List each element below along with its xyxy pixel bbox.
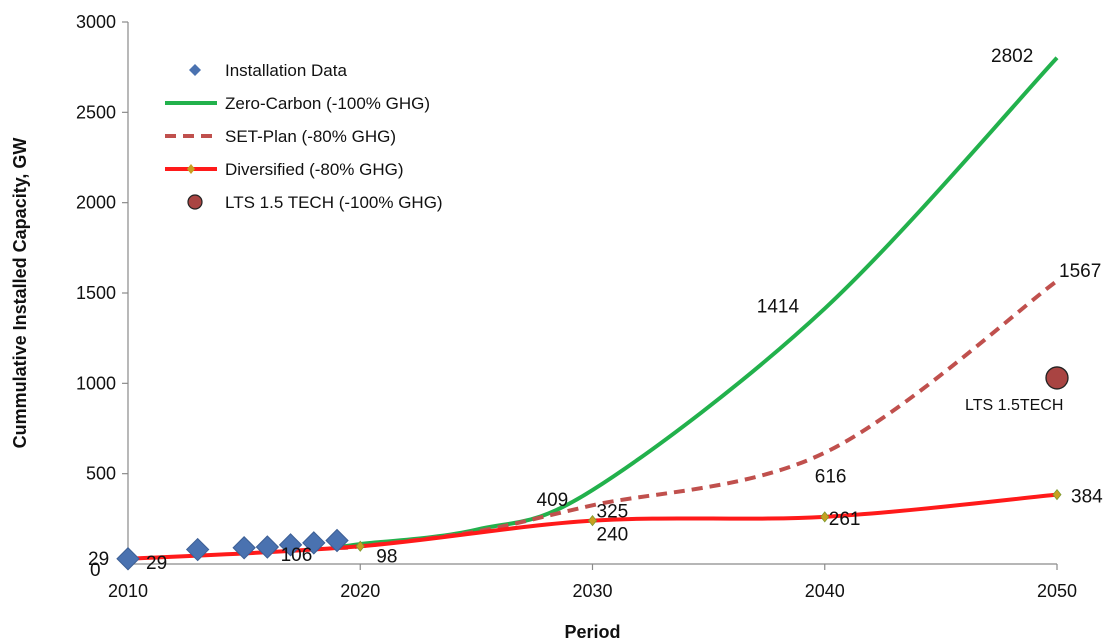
data-label: 106 xyxy=(281,545,313,566)
x-tick-label: 2050 xyxy=(1037,581,1077,601)
legend-label: Installation Data xyxy=(225,61,347,80)
data-label: 240 xyxy=(597,525,629,546)
data-label: 1414 xyxy=(757,297,800,318)
legend-item: Installation Data xyxy=(189,61,347,80)
data-label: 325 xyxy=(597,501,629,522)
legend-item: LTS 1.5 TECH (-100% GHG) xyxy=(187,193,443,212)
data-label: 29 xyxy=(146,553,167,574)
series-lts-point xyxy=(1045,366,1069,390)
legend-label: Zero-Carbon (-100% GHG) xyxy=(225,94,430,113)
y-tick-label: 1000 xyxy=(76,373,116,393)
series-diversified-80-ghg-point xyxy=(820,511,830,523)
legend-item: Zero-Carbon (-100% GHG) xyxy=(165,94,430,113)
series-installation-data-point xyxy=(255,535,280,559)
legend-diamond-icon xyxy=(189,64,201,76)
y-axis-title: Cummulative Installed Capacity, GW xyxy=(10,138,30,449)
data-label: 261 xyxy=(829,509,861,530)
x-tick-label: 2010 xyxy=(108,581,148,601)
series-diversified-80-ghg-point xyxy=(355,540,365,552)
y-tick-label: 500 xyxy=(86,464,116,484)
data-label: 2802 xyxy=(991,46,1033,67)
data-label: 29 xyxy=(88,549,109,570)
series-installation-data-point xyxy=(116,547,140,571)
data-label: 384 xyxy=(1071,487,1103,508)
series-diversified-80-ghg-point xyxy=(587,514,598,527)
legend-item: Diversified (-80% GHG) xyxy=(165,160,404,179)
series-zero-carbon-100-ghg-line xyxy=(336,56,1059,550)
x-tick-label: 2040 xyxy=(805,581,845,601)
series-layer xyxy=(116,56,1069,571)
data-label: 98 xyxy=(376,546,397,567)
data-label: 0 xyxy=(90,560,101,581)
x-tick-label: 2030 xyxy=(572,581,612,601)
series-installation-data-point xyxy=(278,533,303,557)
x-axis-title: Period xyxy=(564,622,620,642)
data-label: 1567 xyxy=(1059,261,1101,282)
legend-marker-icon xyxy=(187,164,195,174)
legend-item: SET-Plan (-80% GHG) xyxy=(165,127,396,146)
y-tick-label: 1500 xyxy=(76,283,116,303)
x-tick-label: 2020 xyxy=(340,581,380,601)
series-set-plan-80-ghg-line xyxy=(336,279,1059,550)
legend-label: LTS 1.5 TECH (-100% GHG) xyxy=(225,193,443,212)
data-label: 409 xyxy=(537,490,569,511)
y-tick-label: 2000 xyxy=(76,193,116,213)
data-label: 616 xyxy=(815,467,847,488)
y-tick-label: 3000 xyxy=(76,12,116,32)
legend-label: SET-Plan (-80% GHG) xyxy=(225,127,396,146)
data-label: LTS 1.5TECH xyxy=(965,397,1063,414)
legend: Installation Data Zero-Carbon (-100% GHG)… xyxy=(165,61,443,212)
legend-circle-icon xyxy=(187,194,203,210)
series-installation-data-point xyxy=(325,528,349,553)
series-diversified-80-ghg-point xyxy=(1052,488,1062,501)
y-tick-label: 2500 xyxy=(76,102,116,122)
series-installation-data-point xyxy=(232,536,256,560)
legend-label: Diversified (-80% GHG) xyxy=(225,160,404,179)
axes: 500 1000 1500 2000 2500 3000 2010 2020 2030 2040 2… xyxy=(76,12,1077,601)
series-installation-data-point xyxy=(185,537,210,562)
series-installation-data-point xyxy=(302,531,326,555)
